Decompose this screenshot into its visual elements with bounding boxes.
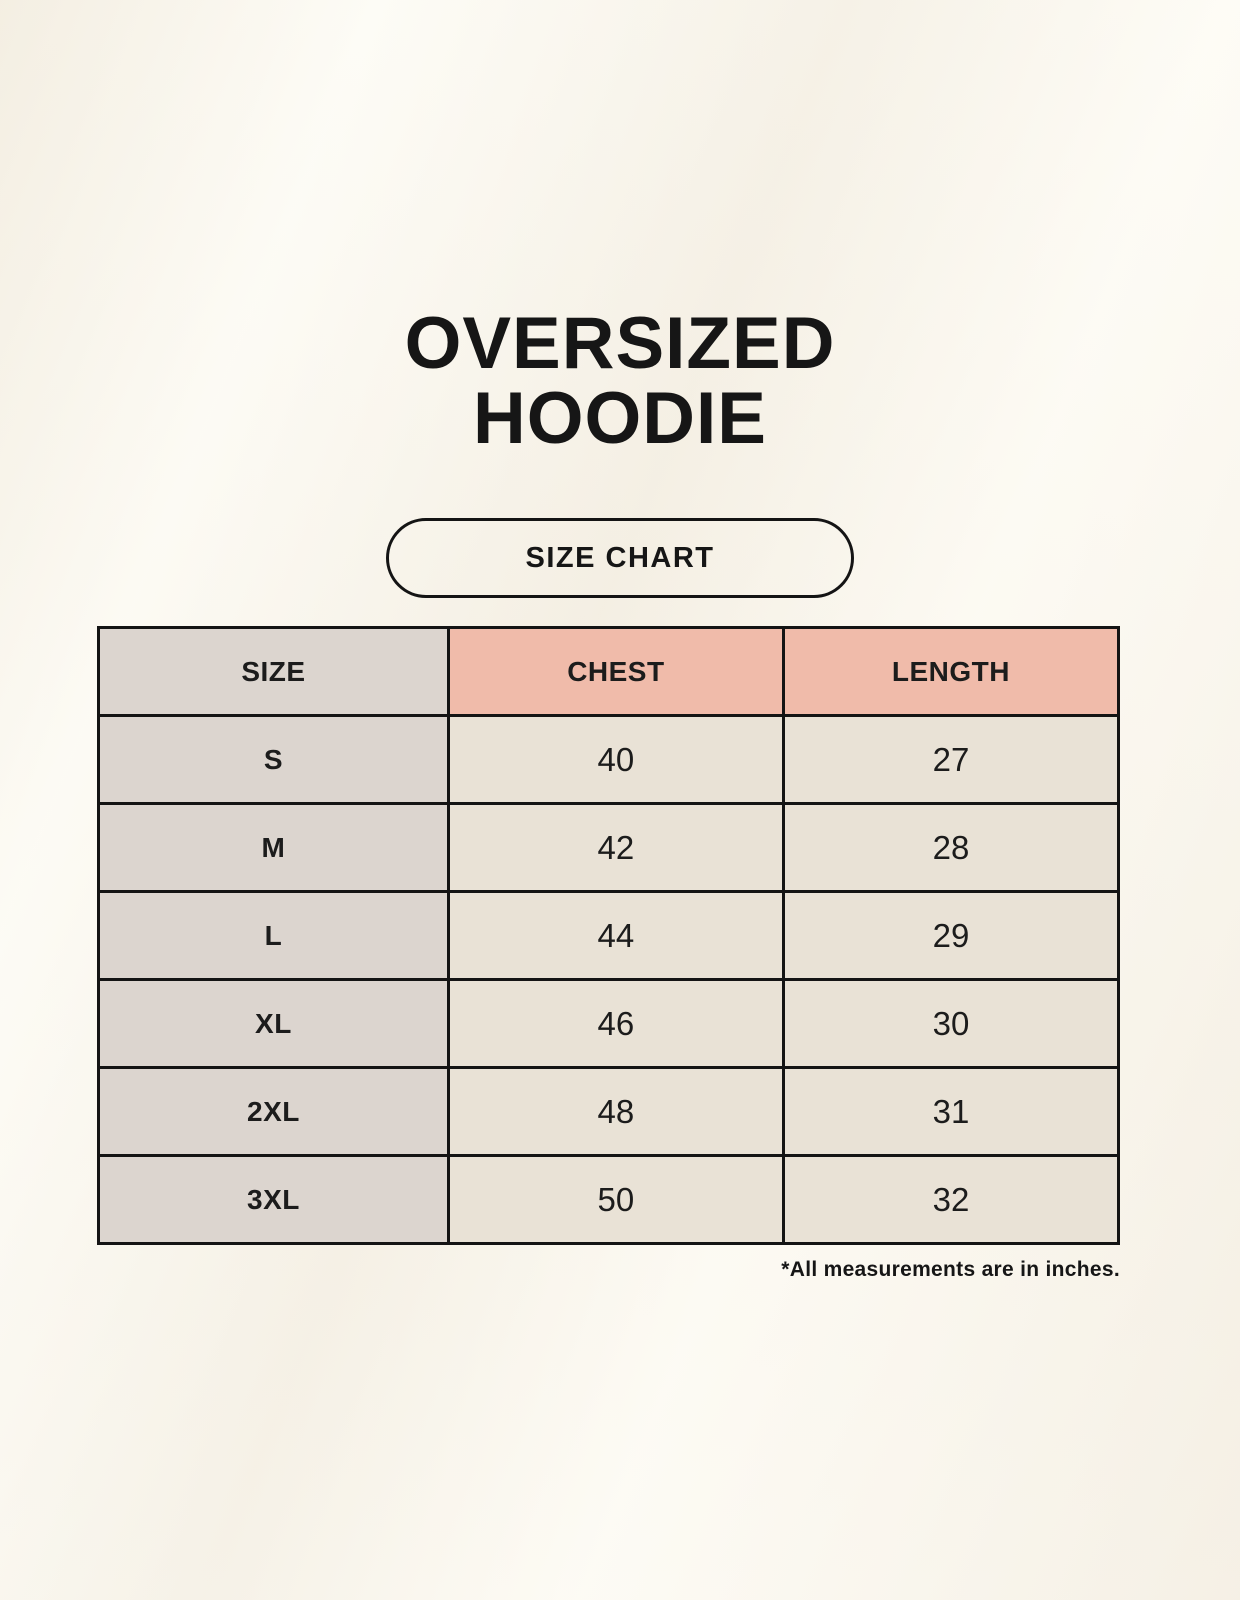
table-header-row: SIZE CHEST LENGTH — [97, 626, 1121, 718]
table-row: 3XL 50 32 — [97, 1154, 1121, 1246]
size-cell: 2XL — [97, 1066, 450, 1158]
chest-cell: 46 — [446, 978, 785, 1070]
product-title-line-1: OVERSIZED — [404, 303, 836, 384]
size-cell: L — [97, 890, 450, 982]
table-row: M 42 28 — [97, 802, 1121, 894]
size-chart-table: SIZE CHEST LENGTH S 40 27 M 42 28 L 44 2… — [97, 626, 1121, 1246]
product-title: OVERSIZED HOODIE — [0, 0, 1240, 460]
chest-cell: 48 — [446, 1066, 785, 1158]
length-cell: 32 — [781, 1154, 1121, 1246]
measurements-footnote: *All measurements are in inches. — [781, 1258, 1120, 1282]
length-cell: 27 — [781, 714, 1121, 806]
product-title-line-2: HOODIE — [473, 378, 767, 460]
chest-cell: 44 — [446, 890, 785, 982]
length-cell: 31 — [781, 1066, 1121, 1158]
table-row: S 40 27 — [97, 714, 1121, 806]
size-chart-button[interactable]: SIZE CHART — [386, 518, 854, 599]
length-cell: 29 — [781, 890, 1121, 982]
table-row: 2XL 48 31 — [97, 1066, 1121, 1158]
chest-cell: 42 — [446, 802, 785, 894]
table-row: XL 46 30 — [97, 978, 1121, 1070]
chest-cell: 50 — [446, 1154, 785, 1246]
size-cell: S — [97, 714, 450, 806]
length-cell: 28 — [781, 802, 1121, 894]
size-cell: XL — [97, 978, 450, 1070]
column-header-size: SIZE — [97, 626, 450, 718]
length-cell: 30 — [781, 978, 1121, 1070]
size-cell: M — [97, 802, 450, 894]
size-chart-button-container: SIZE CHART — [0, 518, 1240, 599]
column-header-chest: CHEST — [446, 626, 785, 718]
size-cell: 3XL — [97, 1154, 450, 1246]
table-row: L 44 29 — [97, 890, 1121, 982]
chest-cell: 40 — [446, 714, 785, 806]
column-header-length: LENGTH — [781, 626, 1121, 718]
